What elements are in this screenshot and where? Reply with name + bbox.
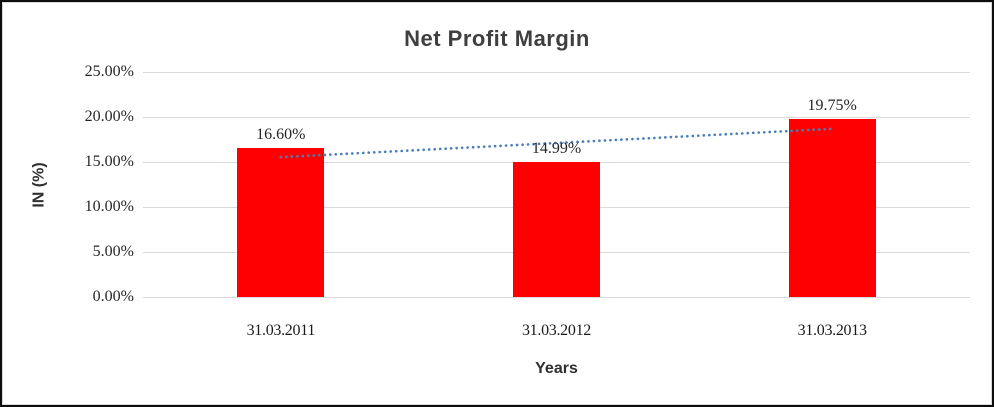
x-axis-tick-label: 31.03.2013	[797, 322, 867, 339]
gridline	[143, 71, 970, 73]
chart-title: Net Profit Margin	[404, 26, 590, 51]
gridline	[143, 161, 970, 163]
y-axis-tick-label: 15.00%	[84, 153, 134, 170]
trendline	[279, 127, 834, 159]
bar-31.03.2013	[788, 119, 876, 297]
y-axis-tick-label: 20.00%	[84, 108, 134, 125]
bar-31.03.2011	[237, 147, 325, 297]
data-label: 16.60%	[256, 125, 306, 143]
data-label: 19.75%	[807, 97, 857, 115]
trendline-path	[279, 127, 834, 159]
plot-area	[143, 71, 970, 298]
x-axis-tick-label: 31.03.2011	[246, 322, 316, 339]
y-axis-title: IN (%)	[20, 72, 60, 297]
data-label: 14.99%	[531, 140, 582, 158]
x-axis-tick-label: 31.03.2012	[521, 322, 591, 339]
bar-31.03.2012	[513, 162, 600, 297]
y-axis-tick-label: 10.00%	[84, 198, 134, 215]
y-axis-tick-label: 25.00%	[84, 63, 134, 80]
gridline	[143, 116, 970, 118]
y-axis-tick-label: 0.00%	[92, 288, 134, 305]
y-axis-tick-label: 5.00%	[92, 243, 134, 260]
x-axis-title: Years	[535, 360, 578, 377]
gridline	[143, 296, 970, 298]
